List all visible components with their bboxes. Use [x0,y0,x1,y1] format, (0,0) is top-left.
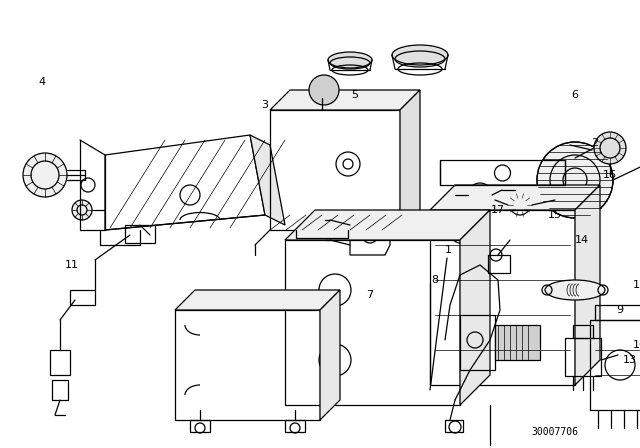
Polygon shape [320,290,340,420]
Bar [430,210,575,385]
Text: 5: 5 [351,90,358,100]
Text: 8: 8 [431,275,438,285]
Text: 3: 3 [262,100,269,110]
Text: 2: 2 [591,138,598,148]
Bar [270,110,400,230]
Bar [495,325,540,360]
Bar [125,225,155,243]
Text: 11: 11 [65,260,79,270]
Text: 16: 16 [603,170,617,180]
Bar [285,420,305,432]
Bar [595,305,640,320]
Text: 13: 13 [623,355,637,365]
Text: 14: 14 [575,235,589,245]
Bar [488,255,510,273]
Bar [190,420,210,432]
Text: 30007706: 30007706 [531,427,579,437]
Polygon shape [270,90,420,110]
Circle shape [594,132,626,164]
Ellipse shape [392,45,448,65]
Bar [590,320,640,410]
Text: 9: 9 [616,305,623,315]
Bar [285,240,460,405]
Polygon shape [285,210,490,240]
Text: 4: 4 [38,77,45,87]
Bar [573,325,593,338]
Polygon shape [400,90,420,230]
Circle shape [537,142,613,218]
Bar [52,380,68,400]
Text: 1: 1 [445,245,451,255]
Bar [460,315,495,370]
Polygon shape [250,135,285,225]
Text: 17: 17 [491,205,505,215]
Bar [440,160,565,185]
Circle shape [72,200,92,220]
Circle shape [309,75,339,105]
Ellipse shape [328,52,372,68]
Polygon shape [430,185,600,210]
Text: 6: 6 [572,90,579,100]
Text: 10: 10 [633,340,640,350]
Polygon shape [175,290,340,310]
Ellipse shape [545,280,605,300]
Circle shape [23,153,67,197]
Bar [445,420,463,432]
Text: 15: 15 [548,210,562,220]
Text: 7: 7 [367,290,374,300]
Polygon shape [575,185,600,385]
Bar [70,290,95,305]
Bar [565,338,601,376]
Text: 12: 12 [633,280,640,290]
Polygon shape [460,210,490,405]
Bar [50,350,70,375]
Bar [175,310,320,420]
